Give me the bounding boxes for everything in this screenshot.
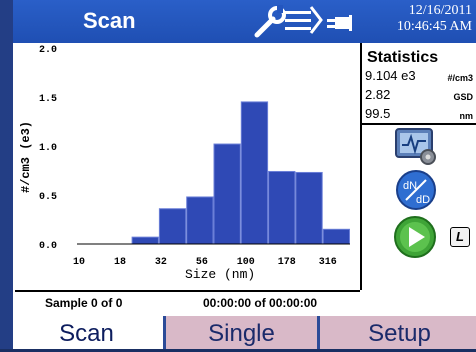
date-text: 12/16/2011 [408, 3, 472, 18]
histogram-bar [240, 101, 269, 245]
x-tick-label: 32 [155, 257, 167, 268]
header-bar: Scan 12/16/2011 10:46:45 AM [13, 0, 476, 43]
timer: 00:00:00 of 00:00:00 [203, 296, 318, 310]
list-icon[interactable] [285, 6, 323, 34]
y-tick-label: 0.5 [39, 192, 57, 203]
stat-gsd-unit: GSD [453, 92, 473, 102]
header-icons [254, 5, 352, 38]
histogram-panel: 0.0 0.5 1.0 1.5 2.0 10 18 32 56 100 178 316 #/cm3 … [15, 43, 362, 290]
wrench-icon[interactable] [254, 5, 286, 38]
histogram-bar [213, 143, 241, 245]
histogram-bar [295, 171, 323, 245]
x-tick-label: 56 [196, 257, 208, 268]
stat-concentration: 9.104 e3 [365, 68, 416, 83]
histogram-chart: 0.0 0.5 1.0 1.5 2.0 10 18 32 56 100 178 316 #/cm3 … [19, 45, 351, 282]
y-axis-label: #/cm3 (e3) [19, 121, 33, 193]
x-tick-label: 10 [73, 257, 85, 268]
histogram-bar [131, 236, 159, 245]
datetime: 12/16/2011 10:46:45 AM [397, 3, 472, 35]
statistics-heading: Statistics [367, 49, 439, 66]
y-tick-label: 1.5 [39, 94, 57, 105]
dndd-button[interactable]: dN dD [395, 170, 437, 210]
statistics-panel: Statistics 9.104 e3 #/cm3 2.82 GSD 99.5 … [362, 43, 476, 125]
page-title: Scan [83, 8, 136, 33]
monitor-gear-icon[interactable] [394, 127, 438, 167]
y-tick-label: 2.0 [39, 45, 57, 56]
status-bar: Sample 0 of 0 00:00:00 of 00:00:00 [15, 290, 360, 316]
x-tick-label: 316 [319, 257, 337, 268]
histogram-bar [268, 170, 296, 245]
tab-setup[interactable]: Setup [317, 316, 476, 349]
x-tick-label: 18 [114, 257, 126, 268]
tab-scan[interactable]: Scan [13, 316, 160, 349]
y-tick-label: 1.0 [39, 143, 57, 154]
stat-gsd: 2.82 [365, 87, 391, 102]
sample-counter: Sample 0 of 0 [45, 296, 123, 310]
screen: Scan 12/16/2011 10:46:45 AM [13, 0, 476, 349]
histogram-bar [186, 196, 214, 245]
dndd-bottom-label: dD [416, 194, 430, 206]
x-tick-label: 100 [237, 257, 255, 268]
histogram-bar [158, 208, 187, 245]
time-text: 10:46:45 AM [396, 19, 472, 34]
plug-icon[interactable] [327, 15, 352, 31]
stat-mean-size: 99.5 [365, 106, 391, 121]
tab-bar: Scan Single Setup [0, 316, 476, 349]
tab-single[interactable]: Single [163, 316, 317, 349]
stat-concentration-unit: #/cm3 [447, 73, 473, 83]
histogram-bar [322, 228, 351, 245]
small-l-button[interactable]: L [450, 227, 470, 247]
play-icon[interactable] [393, 216, 437, 258]
side-controls: dN dD L [362, 125, 476, 315]
x-axis-label: Size (nm) [185, 267, 255, 282]
stat-mean-size-unit: nm [459, 111, 474, 121]
x-tick-label: 178 [278, 257, 296, 268]
y-tick-label: 0.0 [39, 241, 57, 252]
dndd-top-label: dN [403, 180, 417, 192]
